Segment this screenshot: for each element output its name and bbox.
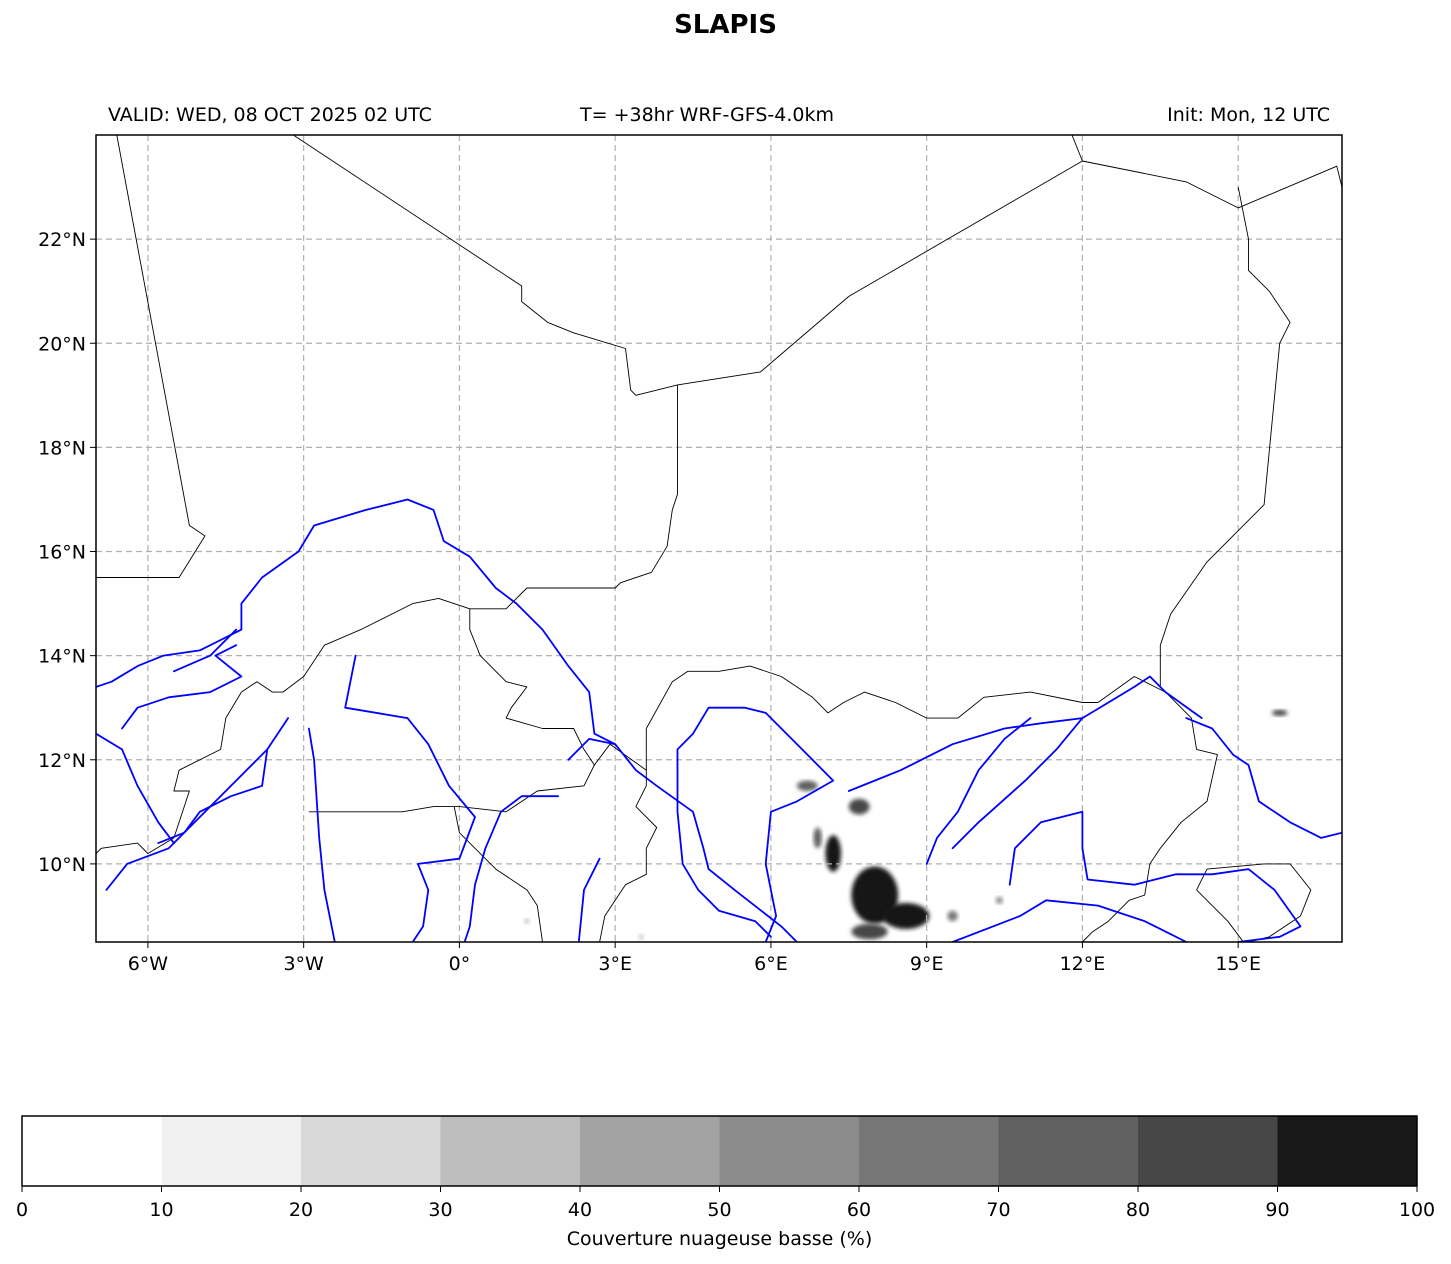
river — [951, 717, 1084, 850]
colorbar-segment — [301, 1116, 441, 1186]
lon-tick-label: 15°E — [1215, 953, 1261, 975]
lon-tick-label: 9°E — [910, 953, 944, 975]
country-border — [1159, 187, 1291, 693]
country-border — [293, 135, 1342, 396]
colorbar-segment — [22, 1116, 162, 1186]
cloud-patch — [848, 798, 870, 815]
cloud-patch — [825, 835, 842, 872]
colorbar-segment — [1138, 1116, 1278, 1186]
river — [567, 738, 617, 761]
cloud-patch — [995, 896, 1003, 904]
country-borders — [96, 135, 1342, 942]
colorbar-segment — [719, 1116, 860, 1186]
country-border — [1082, 691, 1218, 942]
country-border — [1196, 863, 1312, 942]
colorbar-tick-label: 0 — [16, 1199, 28, 1221]
colorbar-tick-label: 40 — [568, 1199, 592, 1221]
country-border — [96, 384, 678, 854]
cloud-patch — [638, 934, 644, 940]
lon-tick-label: 6°E — [754, 953, 788, 975]
lat-tick-label: 10°N — [38, 854, 86, 876]
cloud-patch — [851, 923, 888, 940]
forecast-run: T= +38hr WRF-GFS-4.0km — [580, 104, 834, 126]
colorbar-tick-label: 60 — [847, 1199, 871, 1221]
cloud-patch — [524, 918, 530, 924]
river — [951, 899, 1188, 942]
river — [577, 857, 601, 942]
colorbar-tick-label: 100 — [1399, 1199, 1435, 1221]
river — [105, 717, 290, 891]
lat-tick-label: 20°N — [38, 333, 86, 355]
colorbar-tick-label: 80 — [1126, 1199, 1150, 1221]
river — [157, 748, 269, 844]
country-border — [645, 665, 1166, 771]
lat-tick-label: 22°N — [38, 229, 86, 251]
colorbar: 0 10 20 30 40 50 60 70 80 90 100 — [16, 1115, 1435, 1221]
river — [307, 727, 336, 942]
colorbar-segment — [998, 1116, 1139, 1186]
init-time: Init: Mon, 12 UTC — [1167, 104, 1330, 126]
river — [96, 498, 798, 942]
valid-time: VALID: WED, 08 OCT 2025 02 UTC — [108, 104, 432, 126]
lon-tick-label: 0° — [449, 953, 471, 975]
country-border — [96, 135, 206, 578]
river — [1185, 717, 1342, 839]
colorbar-label: Couverture nuageuse basse (%) — [566, 1228, 873, 1250]
river — [764, 727, 835, 942]
cloud-patch — [813, 827, 822, 849]
river — [676, 706, 783, 938]
country-border — [1071, 135, 1083, 162]
river — [344, 654, 476, 942]
colorbar-segment — [1277, 1116, 1418, 1186]
river — [1008, 810, 1302, 942]
river — [847, 675, 1203, 792]
colorbar-tick-label: 10 — [149, 1199, 173, 1221]
graticule — [96, 135, 1342, 942]
lat-tick-label: 16°N — [38, 542, 86, 564]
lon-tick-label: 3°E — [598, 953, 632, 975]
colorbar-tick-label: 30 — [428, 1199, 452, 1221]
cloud-patch — [1271, 709, 1288, 717]
river — [96, 732, 175, 844]
cloud-patch — [947, 910, 958, 922]
colorbar-segment — [580, 1116, 720, 1186]
colorbar-tick-label: 50 — [707, 1199, 731, 1221]
river — [121, 644, 243, 730]
river — [172, 628, 238, 673]
river — [463, 795, 559, 942]
country-border — [308, 764, 595, 813]
lat-tick-label: 14°N — [38, 646, 86, 668]
lon-tick-label: 12°E — [1060, 953, 1106, 975]
rivers — [96, 498, 1342, 942]
lon-tick-label: 6°W — [128, 953, 169, 975]
lon-tick-label: 3°W — [283, 953, 324, 975]
country-border — [453, 806, 543, 942]
country-border — [1196, 889, 1244, 942]
lat-tick-label: 18°N — [38, 437, 86, 459]
longitude-ticks: 6°W 3°W 0° 3°E 6°E 9°E 12°E 15°E — [128, 942, 1261, 975]
map-title: SLAPIS — [674, 10, 777, 40]
low-cloud-field — [524, 709, 1288, 940]
map-frame — [95, 134, 1343, 943]
cloud-patch — [882, 902, 930, 929]
cloud-patch — [796, 780, 818, 792]
colorbar-segment — [859, 1116, 999, 1186]
colorbar-tick-label: 20 — [289, 1199, 313, 1221]
colorbar-segment — [161, 1116, 302, 1186]
colorbar-tick-label: 90 — [1265, 1199, 1289, 1221]
river — [925, 717, 1032, 865]
colorbar-tick-label: 70 — [986, 1199, 1010, 1221]
lat-tick-label: 12°N — [38, 750, 86, 772]
colorbar-segment — [440, 1116, 581, 1186]
latitude-ticks: 10°N 12°N 14°N 16°N 18°N 20°N 22°N — [38, 229, 96, 876]
